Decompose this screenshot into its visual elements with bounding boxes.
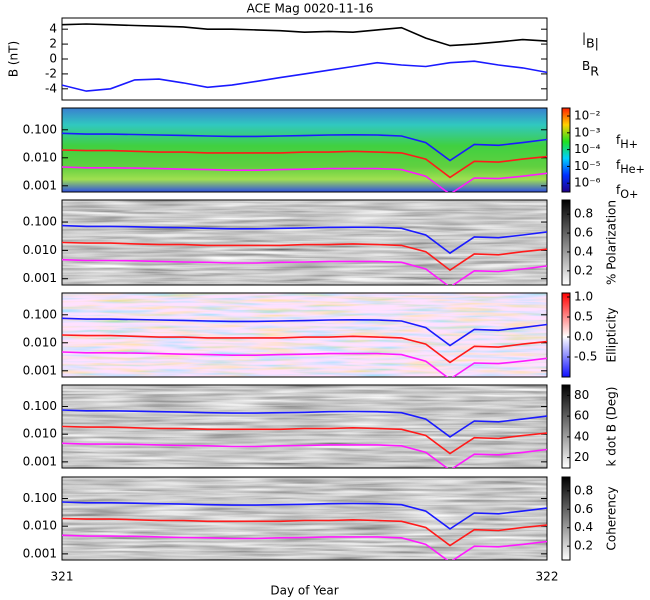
legend-entry: fHe+ [616,158,645,176]
y-tick-label: -2 [45,66,57,80]
line-series [62,60,547,92]
colorbar [561,292,571,378]
frequency-line [62,351,547,377]
y-tick-label: 0.001 [23,454,57,468]
frequency-line [62,241,547,272]
colorbar-tick-label: 0.2 [574,539,593,553]
y-tick-label: 0.100 [23,122,57,136]
legend-entry: BR [582,59,599,78]
colorbar-tick-label: 10⁻² [574,109,601,123]
colorbar-tick-label: 60 [574,409,589,423]
frequency-line [62,258,547,285]
frequency-line [62,501,547,530]
line-series [62,23,547,47]
y-axis-label: B (nT) [7,41,21,77]
y-tick-label: 0.010 [23,335,57,349]
legend-entry: |B| [582,31,599,50]
frequency-line [62,149,547,179]
colorbar-label: Coherency [605,486,619,550]
spectrogram-image [62,108,547,192]
panel-frame [61,17,548,101]
legend-entry: fO+ [616,183,638,201]
colorbar-tick-label: 0.6 [574,226,593,240]
colorbar-tick-label: 0.2 [574,263,593,277]
colorbar-tick-label: 10⁻⁵ [574,159,601,173]
colorbar-tick-label: 0.5 [574,310,593,324]
spectrogram-image [62,477,547,560]
spectrogram-image [62,200,547,285]
frequency-line [62,166,547,192]
colorbar-tick-label: 0.0 [574,330,593,344]
chart-title: ACE Mag 0020-11-16 [247,2,374,16]
colorbar-label: Ellipticity [605,308,619,363]
y-tick-label: 0.001 [23,363,57,377]
frequency-line [62,425,547,455]
frequency-line [62,442,547,468]
colorbar-tick-label: 0.6 [574,502,593,516]
colorbar [561,199,571,286]
y-tick-label: 0.100 [23,307,57,321]
frequency-line [62,132,547,162]
legend-entry: fH+ [616,133,638,151]
y-tick-label: 0.001 [23,271,57,285]
spectrogram-image [62,385,547,468]
colorbar-tick-label: 10⁻³ [574,125,601,139]
frequency-line [62,224,547,255]
x-tick-label: 321 [51,570,74,584]
colorbar-tick-label: 0.8 [574,483,593,497]
y-tick-label: 0.010 [23,427,57,441]
colorbar [561,476,571,561]
colorbar-tick-label: 40 [574,429,589,443]
y-tick-label: 0.001 [23,178,57,192]
y-tick-label: 0.100 [23,215,57,229]
y-tick-label: 4 [49,22,57,36]
y-tick-label: 0 [49,52,57,66]
colorbar-tick-label: 1.0 [574,290,593,304]
y-tick-label: 0.100 [23,399,57,413]
colorbar-tick-label: 80 [574,388,589,402]
colorbar-label: % Polarization [605,200,619,285]
frequency-line [62,517,547,547]
y-tick-label: -4 [45,81,57,95]
y-tick-label: 0.100 [23,491,57,505]
colorbar-tick-label: -0.5 [574,350,597,364]
frequency-line [62,317,547,347]
colorbar-tick-label: 0.4 [574,244,593,258]
frequency-line [62,534,547,560]
colorbar-label: k dot B (Deg) [605,387,619,467]
y-tick-label: 2 [49,37,57,51]
y-tick-label: 0.001 [23,546,57,560]
colorbar [561,384,571,469]
x-tick-label: 322 [536,570,559,584]
colorbar-tick-label: 10⁻⁶ [574,176,601,190]
colorbar-tick-label: 20 [574,450,589,464]
spectrogram-image [62,293,547,377]
y-tick-label: 0.010 [23,243,57,257]
y-tick-label: 0.010 [23,519,57,533]
frequency-line [62,409,547,438]
frequency-line [62,334,547,364]
colorbar-tick-label: 0.4 [574,520,593,534]
y-tick-label: 0.010 [23,150,57,164]
colorbar-tick-label: 0.8 [574,207,593,221]
x-axis-label: Day of Year [270,584,338,598]
colorbar-tick-label: 10⁻⁴ [574,142,601,156]
